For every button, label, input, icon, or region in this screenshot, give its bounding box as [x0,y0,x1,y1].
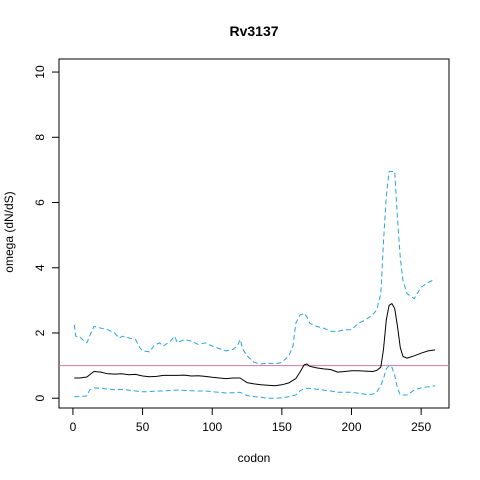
x-tick-label: 0 [70,420,77,434]
series-2-line [73,171,436,365]
x-tick-label: 200 [341,420,361,434]
y-tick-label: 10 [33,65,47,79]
y-tick-label: 0 [33,395,47,402]
plot-area [59,171,449,399]
y-axis-label: omega (dN/dS) [2,191,16,272]
x-tick-label: 100 [202,420,222,434]
x-axis-label: codon [238,451,271,465]
x-tick-label: 50 [136,420,150,434]
x-axis: 0 50 100 150 200 250 [70,407,431,434]
plot-frame [58,58,450,409]
series-3-line [74,365,436,399]
x-tick-label: 150 [272,420,292,434]
series-1-line [74,303,436,387]
y-tick-label: 2 [33,329,47,336]
y-tick-label: 6 [33,199,47,206]
y-tick-label: 4 [33,264,47,271]
chart-title: Rv3137 [229,23,278,39]
x-tick-label: 250 [411,420,431,434]
y-axis: 0 2 4 6 8 10 [33,65,60,402]
y-tick-label: 8 [33,134,47,141]
